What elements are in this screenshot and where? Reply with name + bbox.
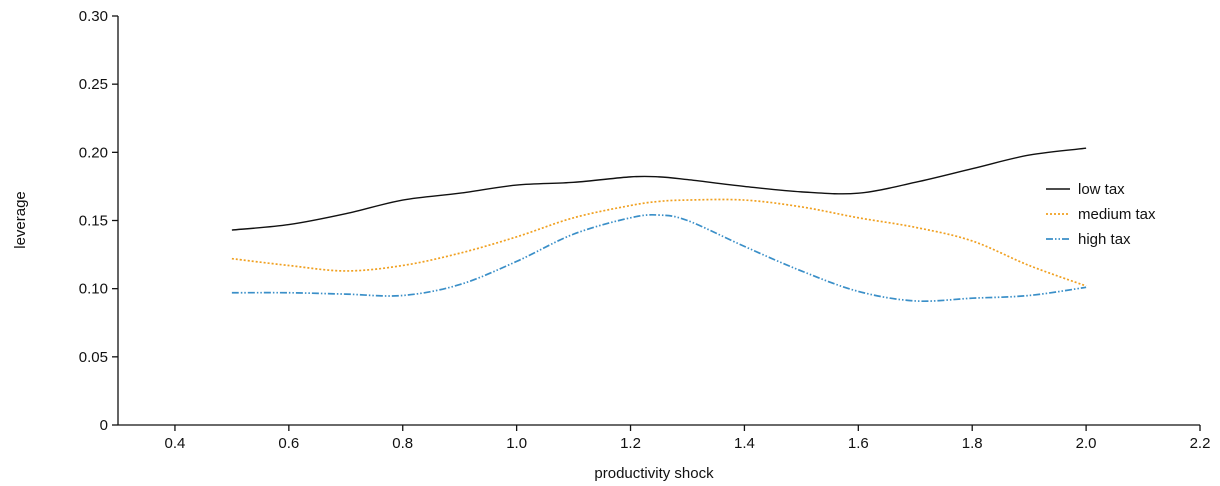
y-tick-label: 0.10: [79, 281, 108, 298]
series-layer: [231, 147, 1087, 303]
x-tick-label: 0.6: [278, 435, 299, 452]
series-line-medium-tax: [231, 198, 1087, 287]
y-tick-label: 0.20: [79, 144, 108, 161]
y-tick-label: 0.25: [79, 76, 108, 93]
y-tick-label: 0.15: [79, 213, 108, 230]
y-axis-title: leverage: [12, 191, 29, 249]
legend-label: medium tax: [1078, 206, 1156, 223]
series-line-low-tax: [231, 147, 1087, 231]
x-tick-label: 1.4: [734, 435, 755, 452]
x-tick-label: 2.2: [1190, 435, 1211, 452]
x-tick-label: 1.8: [962, 435, 983, 452]
x-tick-label: 0.8: [392, 435, 413, 452]
series-line-high-tax: [231, 213, 1087, 303]
y-tick-label: 0: [100, 417, 108, 434]
x-tick-label: 1.0: [506, 435, 527, 452]
legend-label: low tax: [1078, 181, 1125, 198]
legend-label: high tax: [1078, 231, 1131, 248]
x-axis-title: productivity shock: [594, 465, 714, 482]
x-tick-label: 1.6: [848, 435, 869, 452]
x-tick-label: 0.4: [165, 435, 186, 452]
y-tick-label: 0.05: [79, 349, 108, 366]
x-tick-label: 2.0: [1076, 435, 1097, 452]
axes: 0 0.05 0.10 0.15 0.20 0.25 0.30 0.4 0.6 0.8 1.0 1.2…: [79, 8, 1211, 452]
x-tick-label: 1.2: [620, 435, 641, 452]
legend: low tax medium tax high tax: [1046, 181, 1156, 248]
y-tick-label: 0.30: [79, 8, 108, 25]
